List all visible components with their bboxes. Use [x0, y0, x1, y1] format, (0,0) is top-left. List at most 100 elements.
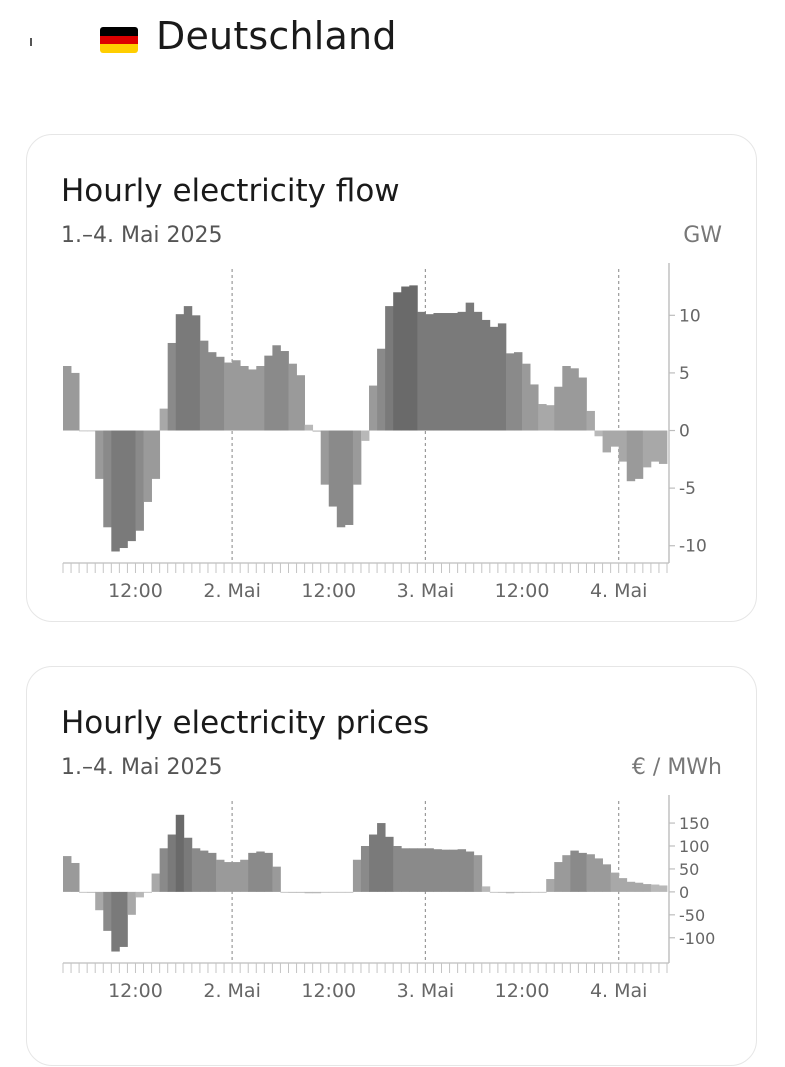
chart-bar[interactable]	[473, 855, 483, 892]
chart-bar[interactable]	[127, 891, 136, 915]
chart-bar[interactable]	[554, 862, 563, 892]
chart-bar[interactable]	[272, 866, 281, 892]
chart-bar[interactable]	[119, 430, 128, 549]
chart-bar[interactable]	[497, 891, 507, 893]
chart-bar[interactable]	[87, 891, 96, 893]
chart-bar[interactable]	[175, 314, 185, 431]
chart-bar[interactable]	[393, 292, 402, 431]
chart-bar[interactable]	[409, 848, 418, 892]
chart-bar[interactable]	[449, 849, 459, 892]
chart-bar[interactable]	[522, 891, 531, 893]
chart-bar[interactable]	[183, 306, 193, 431]
chart-bar[interactable]	[522, 363, 531, 431]
chart-bar[interactable]	[562, 855, 571, 892]
chart-bar[interactable]	[602, 430, 612, 453]
back-icon[interactable]	[30, 38, 32, 46]
chart-bar[interactable]	[63, 856, 72, 892]
chart-bar[interactable]	[256, 366, 265, 431]
chart-bar[interactable]	[207, 852, 217, 892]
chart-bar[interactable]	[159, 408, 169, 431]
chart-bar[interactable]	[530, 891, 539, 893]
chart-bar[interactable]	[232, 360, 241, 431]
chart-bar[interactable]	[369, 834, 378, 892]
chart-bar[interactable]	[63, 366, 72, 431]
chart-bar[interactable]	[618, 430, 628, 462]
chart-bar[interactable]	[594, 858, 603, 892]
chart-bar[interactable]	[71, 372, 80, 431]
chart-bar[interactable]	[159, 848, 169, 892]
chart-bar[interactable]	[626, 430, 636, 482]
chart-bar[interactable]	[183, 837, 193, 892]
chart-bar[interactable]	[505, 891, 515, 894]
chart-bar[interactable]	[570, 850, 579, 892]
chart-bar[interactable]	[417, 848, 426, 892]
chart-bar[interactable]	[344, 891, 354, 893]
chart-bar[interactable]	[312, 891, 322, 894]
chart-bar[interactable]	[650, 884, 660, 892]
chart-bar[interactable]	[135, 891, 144, 898]
chart-bar[interactable]	[216, 356, 225, 431]
chart-bar[interactable]	[272, 345, 281, 431]
chart-bar[interactable]	[336, 430, 346, 528]
chart-bar[interactable]	[312, 430, 322, 432]
chart-bar[interactable]	[240, 366, 249, 431]
chart-bar[interactable]	[280, 351, 289, 431]
chart-bar[interactable]	[642, 430, 652, 468]
chart-bar[interactable]	[71, 862, 80, 892]
chart-bar[interactable]	[191, 315, 201, 431]
chart-bar[interactable]	[95, 891, 104, 911]
chart-bar[interactable]	[538, 404, 547, 431]
chart-bar[interactable]	[240, 859, 249, 892]
chart-bar[interactable]	[465, 302, 475, 431]
chart-bar[interactable]	[232, 862, 241, 892]
chart-bar[interactable]	[562, 366, 571, 431]
chart-bar[interactable]	[658, 885, 668, 892]
chart-bar[interactable]	[248, 369, 257, 431]
chart-bar[interactable]	[393, 846, 402, 892]
chart-bar[interactable]	[87, 430, 96, 432]
chart-bar[interactable]	[336, 891, 346, 893]
chart-bar[interactable]	[167, 342, 177, 431]
chart-bar[interactable]	[264, 355, 273, 431]
chart-bar[interactable]	[256, 851, 265, 892]
chart-bar[interactable]	[489, 326, 499, 431]
chart-bar[interactable]	[135, 430, 144, 531]
chart-bar[interactable]	[642, 884, 652, 892]
chart-bar[interactable]	[401, 286, 410, 431]
chart-bar[interactable]	[602, 864, 612, 892]
chart-bar[interactable]	[344, 430, 354, 525]
chart-bar[interactable]	[288, 891, 297, 893]
chart-bar[interactable]	[360, 430, 370, 441]
chart-bar[interactable]	[264, 852, 273, 892]
chart-bar[interactable]	[554, 386, 563, 431]
chart-bar[interactable]	[409, 285, 418, 431]
chart-bar[interactable]	[530, 384, 539, 431]
chart-bar[interactable]	[546, 879, 555, 892]
chart-bar[interactable]	[103, 430, 112, 528]
chart-bar[interactable]	[513, 891, 523, 893]
chart-bar[interactable]	[95, 430, 104, 479]
chart-bar[interactable]	[425, 848, 434, 892]
chart-bar[interactable]	[79, 891, 88, 893]
chart-bar[interactable]	[433, 849, 442, 892]
chart-bar[interactable]	[119, 891, 128, 947]
chart-bar[interactable]	[497, 323, 507, 431]
chart-bar[interactable]	[360, 846, 370, 892]
chart-bar[interactable]	[578, 377, 587, 431]
chart-bar[interactable]	[473, 311, 483, 431]
chart-bar[interactable]	[594, 430, 603, 437]
chart-bar[interactable]	[425, 314, 434, 431]
chart-bar[interactable]	[610, 430, 620, 447]
chart-bar[interactable]	[618, 878, 628, 892]
chart-bar[interactable]	[199, 850, 209, 892]
chart-bar[interactable]	[127, 430, 136, 542]
chart-bar[interactable]	[546, 405, 555, 431]
chart-bar[interactable]	[352, 859, 362, 892]
chart-bar[interactable]	[417, 311, 426, 431]
chart-bar[interactable]	[449, 313, 459, 431]
chart-bar[interactable]	[586, 410, 595, 431]
chart-bar[interactable]	[199, 340, 209, 431]
chart-bar[interactable]	[248, 852, 257, 892]
chart-bar[interactable]	[626, 881, 636, 892]
chart-bar[interactable]	[481, 319, 491, 431]
